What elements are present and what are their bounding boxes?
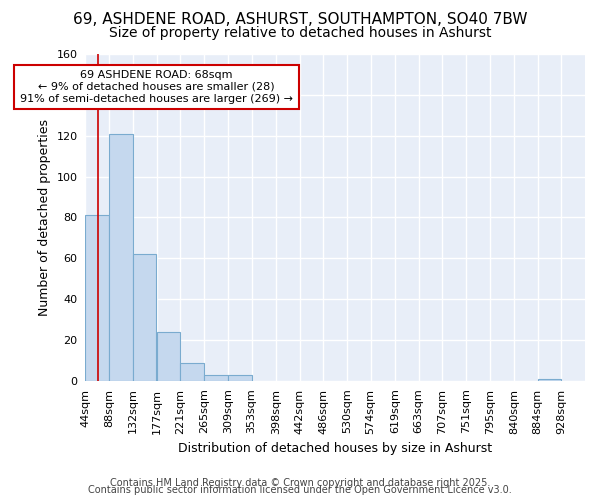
- X-axis label: Distribution of detached houses by size in Ashurst: Distribution of detached houses by size …: [178, 442, 492, 455]
- Bar: [157, 332, 181, 381]
- Bar: [204, 375, 228, 381]
- Y-axis label: Number of detached properties: Number of detached properties: [38, 119, 51, 316]
- Bar: [538, 379, 561, 381]
- Bar: [85, 216, 109, 381]
- Text: Size of property relative to detached houses in Ashurst: Size of property relative to detached ho…: [109, 26, 491, 40]
- Bar: [181, 362, 204, 381]
- Text: Contains public sector information licensed under the Open Government Licence v3: Contains public sector information licen…: [88, 485, 512, 495]
- Text: 69, ASHDENE ROAD, ASHURST, SOUTHAMPTON, SO40 7BW: 69, ASHDENE ROAD, ASHURST, SOUTHAMPTON, …: [73, 12, 527, 28]
- Bar: [109, 134, 133, 381]
- Text: Contains HM Land Registry data © Crown copyright and database right 2025.: Contains HM Land Registry data © Crown c…: [110, 478, 490, 488]
- Bar: [228, 375, 251, 381]
- Text: 69 ASHDENE ROAD: 68sqm
← 9% of detached houses are smaller (28)
91% of semi-deta: 69 ASHDENE ROAD: 68sqm ← 9% of detached …: [20, 70, 293, 104]
- Bar: [133, 254, 156, 381]
